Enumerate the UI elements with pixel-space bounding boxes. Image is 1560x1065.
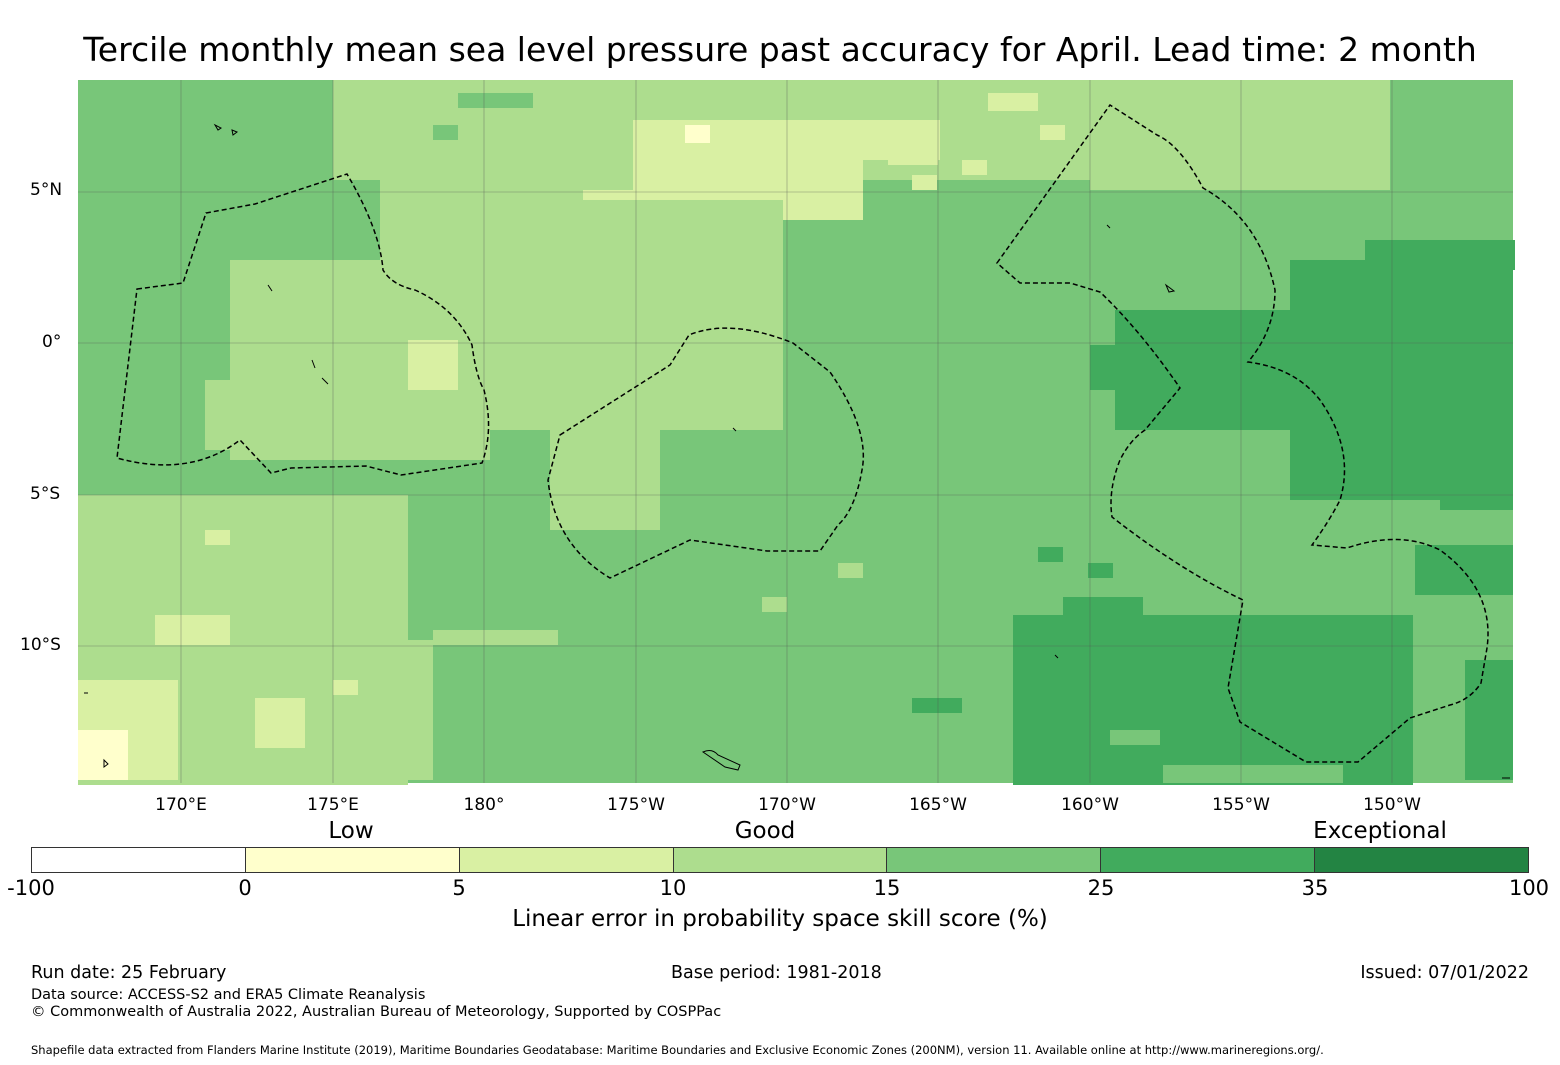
island-8	[103, 758, 109, 768]
island-9	[1054, 654, 1059, 659]
map-cell-south-dark-cell	[912, 698, 962, 713]
map-cell-pale-cell-4	[1040, 125, 1065, 140]
map-cell-pale-cell-3	[912, 175, 937, 190]
lon-label-170e: 170°E	[155, 795, 207, 815]
data-source: Data source: ACCESS-S2 and ERA5 Climate …	[31, 987, 426, 1003]
map-cell-dark-cell-2	[1088, 563, 1113, 578]
island-6	[311, 359, 316, 369]
island-10	[1106, 224, 1111, 229]
lon-label-175w: 175°W	[607, 795, 665, 815]
category-exceptional: Exceptional	[1313, 818, 1447, 844]
lon-label-180: 180°	[463, 795, 505, 815]
island-7	[321, 377, 329, 385]
map-cell-east-dark-region-6	[1440, 495, 1513, 510]
map-cell-sw-corner-cell	[78, 730, 128, 780]
colorbar-segment-15-25	[887, 848, 1102, 872]
map-cell-south-dark-region-3	[1465, 660, 1513, 780]
map-cell-central-light-region-2	[633, 280, 783, 430]
issued-date: Issued: 07/01/2022	[1360, 963, 1529, 983]
lon-label-175e: 175°E	[307, 795, 359, 815]
map-cell-north-pale-patch-4	[888, 125, 938, 165]
lon-label-160w: 160°W	[1061, 795, 1119, 815]
lat-label-10s: 10°S	[20, 635, 61, 655]
map-cell-south-dark-region	[1013, 615, 1413, 785]
colorbar-tick: 0	[238, 876, 252, 900]
colorbar-segment-neg100-0	[32, 848, 246, 872]
map-cell-medium-cell-2	[458, 93, 533, 108]
map-cell-north-pale-patch-2	[710, 140, 830, 200]
lat-label-5s: 5°S	[30, 484, 61, 504]
graticule	[78, 80, 1513, 783]
map-cell-sw-pale-patch-2	[255, 698, 305, 748]
copyright: © Commonwealth of Australia 2022, Austra…	[31, 1004, 722, 1020]
colorbar-tick: 35	[1301, 876, 1329, 900]
colorbar-tick: 10	[659, 876, 687, 900]
map-cell-light-cell-2	[762, 597, 787, 612]
island-1	[213, 123, 222, 131]
island-5	[267, 284, 273, 292]
map-cell-ne-medium-region	[1140, 190, 1310, 320]
eez-gilbert-islands	[116, 173, 490, 476]
island-2	[231, 129, 239, 136]
eez-boundaries	[116, 103, 1489, 763]
map-cell-pale-cell	[333, 680, 358, 695]
colorbar-segment-25-35	[1101, 848, 1316, 872]
map-cell-sw-pale-patch-3	[205, 530, 230, 545]
skill-map	[78, 80, 1515, 785]
map-cell-east-dark-region-2	[1365, 240, 1515, 270]
category-good: Good	[734, 818, 796, 844]
colorbar-tick: 25	[1087, 876, 1115, 900]
map-cell-gilbert-light-region-2	[205, 380, 335, 450]
map-cell-east-dark-region-3	[1115, 310, 1315, 430]
colorbar-segment-0-5	[245, 848, 460, 872]
eez-phoenix-line-islands	[995, 103, 1489, 763]
map-cell-gilbert-pale-patch	[408, 340, 458, 390]
map-cell-tuvalu-light-region	[550, 430, 660, 530]
map-cell-south-light-patch-2	[433, 630, 558, 645]
lon-label-165w: 165°W	[909, 795, 967, 815]
samoa-island	[701, 750, 741, 771]
colorbar-tick: 5	[452, 876, 466, 900]
map-cell-sw-light-patch	[230, 495, 360, 575]
map-cell-south-medium-cell	[1110, 730, 1160, 745]
colorbar-tick: 100	[1508, 876, 1550, 900]
map-cell-ne-light-band	[1090, 80, 1390, 190]
map-cell-south-medium-cell-2	[1163, 765, 1343, 783]
island-3	[1164, 283, 1176, 293]
lat-label-0: 0°	[42, 332, 62, 352]
skill-score-cells	[78, 80, 1515, 785]
lon-label-150w: 150°W	[1363, 795, 1421, 815]
lat-label-5n: 5°N	[30, 180, 63, 200]
colorbar-segment-35-100	[1315, 848, 1529, 872]
colorbar-tick: -100	[7, 876, 55, 900]
islands	[84, 123, 1510, 779]
colorbar-label: Linear error in probability space skill …	[512, 906, 1048, 932]
map-cell-dark-cell	[1038, 547, 1063, 562]
run-date: Run date: 25 February	[31, 963, 227, 983]
map-cell-north-peak-cell	[685, 125, 710, 143]
map-title: Tercile monthly mean sea level pressure …	[83, 30, 1477, 69]
shapefile-credit: Shapefile data extracted from Flanders M…	[31, 1043, 1324, 1057]
lon-label-155w: 155°W	[1212, 795, 1270, 815]
map-cell-north-pale-patch-5	[988, 93, 1038, 111]
map-cell-east-dark-region-7	[1415, 545, 1513, 595]
colorbar	[31, 847, 1529, 873]
colorbar-segment-10-15	[673, 848, 888, 872]
island-4	[732, 427, 737, 432]
map-cell-east-dark-region-5	[1390, 440, 1513, 495]
map-cell-south-dark-region-2	[1063, 597, 1143, 627]
map-cell-sw-pale-patch	[155, 615, 230, 645]
colorbar-segment-5-10	[459, 848, 674, 872]
map-cell-light-cell	[838, 563, 863, 578]
map-cell-east-dark-region-4	[1090, 345, 1120, 390]
category-low: Low	[328, 818, 374, 844]
colorbar-tick: 15	[873, 876, 901, 900]
base-period: Base period: 1981-2018	[671, 963, 882, 983]
eez-tuvalu-tokelau	[547, 327, 865, 579]
lon-label-170w: 170°W	[758, 795, 816, 815]
map-cell-nw-region	[78, 80, 333, 210]
map-cell-medium-cell	[433, 125, 458, 140]
map-cell-south-light-patch	[358, 640, 433, 780]
map-cell-pale-cell-2	[962, 160, 987, 175]
